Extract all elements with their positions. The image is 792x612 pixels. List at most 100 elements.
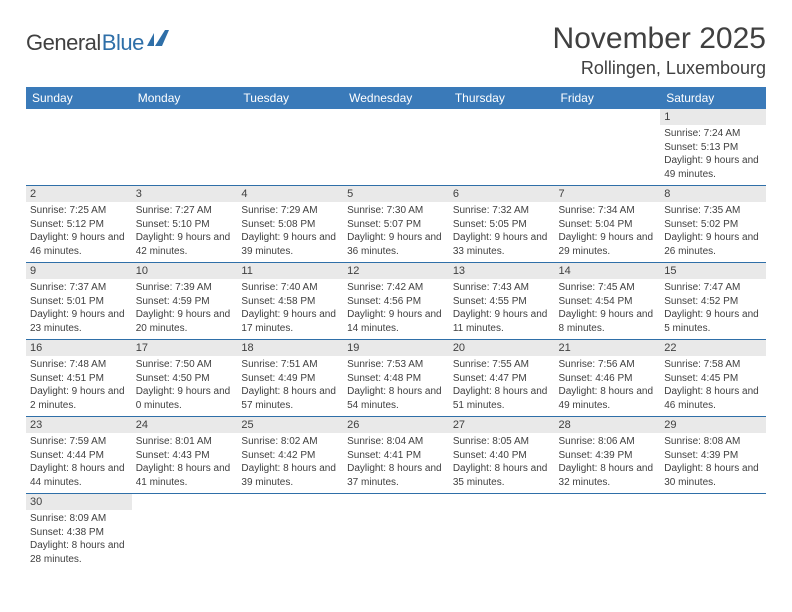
daylight-text: Daylight: 9 hours and 0 minutes. xyxy=(136,385,234,412)
calendar-cell: 5Sunrise: 7:30 AMSunset: 5:07 PMDaylight… xyxy=(343,186,449,263)
sunset-text: Sunset: 4:49 PM xyxy=(241,372,339,386)
daylight-text: Daylight: 8 hours and 32 minutes. xyxy=(559,462,657,489)
day-details: Sunrise: 7:45 AMSunset: 4:54 PMDaylight:… xyxy=(555,279,661,339)
calendar-cell: 26Sunrise: 8:04 AMSunset: 4:41 PMDayligh… xyxy=(343,417,449,494)
logo: General Blue xyxy=(26,22,169,56)
sunrise-text: Sunrise: 7:24 AM xyxy=(664,127,762,141)
sunrise-text: Sunrise: 8:08 AM xyxy=(664,435,762,449)
sunset-text: Sunset: 4:44 PM xyxy=(30,449,128,463)
sunrise-text: Sunrise: 7:53 AM xyxy=(347,358,445,372)
sunset-text: Sunset: 5:01 PM xyxy=(30,295,128,309)
sunrise-text: Sunrise: 7:59 AM xyxy=(30,435,128,449)
calendar-cell: 14Sunrise: 7:45 AMSunset: 4:54 PMDayligh… xyxy=(555,263,661,340)
daylight-text: Daylight: 9 hours and 2 minutes. xyxy=(30,385,128,412)
day-details: Sunrise: 8:05 AMSunset: 4:40 PMDaylight:… xyxy=(449,433,555,493)
day-number: 14 xyxy=(555,263,661,279)
sunrise-text: Sunrise: 7:42 AM xyxy=(347,281,445,295)
day-number: 5 xyxy=(343,186,449,202)
day-number: 28 xyxy=(555,417,661,433)
day-details: Sunrise: 7:25 AMSunset: 5:12 PMDaylight:… xyxy=(26,202,132,262)
day-details: Sunrise: 7:32 AMSunset: 5:05 PMDaylight:… xyxy=(449,202,555,262)
day-number: 26 xyxy=(343,417,449,433)
calendar-cell xyxy=(26,109,132,186)
calendar-cell: 22Sunrise: 7:58 AMSunset: 4:45 PMDayligh… xyxy=(660,340,766,417)
sunrise-text: Sunrise: 7:37 AM xyxy=(30,281,128,295)
daylight-text: Daylight: 9 hours and 42 minutes. xyxy=(136,231,234,258)
daylight-text: Daylight: 8 hours and 28 minutes. xyxy=(30,539,128,566)
calendar-row: 23Sunrise: 7:59 AMSunset: 4:44 PMDayligh… xyxy=(26,417,766,494)
day-details: Sunrise: 7:47 AMSunset: 4:52 PMDaylight:… xyxy=(660,279,766,339)
weekday-header: Sunday xyxy=(26,87,132,109)
calendar-row: 30Sunrise: 8:09 AMSunset: 4:38 PMDayligh… xyxy=(26,494,766,571)
calendar-page: General Blue November 2025 Rollingen, Lu… xyxy=(0,0,792,612)
daylight-text: Daylight: 9 hours and 39 minutes. xyxy=(241,231,339,258)
day-details: Sunrise: 7:50 AMSunset: 4:50 PMDaylight:… xyxy=(132,356,238,416)
calendar-row: 9 Sunrise: 7:37 AMSunset: 5:01 PM Daylight… xyxy=(26,263,766,340)
day-details: Sunrise: 7:51 AMSunset: 4:49 PMDaylight:… xyxy=(237,356,343,416)
sunrise-text: Sunrise: 8:06 AM xyxy=(559,435,657,449)
day-details: Sunrise: 7:27 AMSunset: 5:10 PMDaylight:… xyxy=(132,202,238,262)
sunrise-text: Sunrise: 7:45 AM xyxy=(559,281,657,295)
sunset-text: Sunset: 5:10 PM xyxy=(136,218,234,232)
daylight-text: Daylight: 9 hours and 14 minutes. xyxy=(347,308,445,335)
calendar-cell: 29Sunrise: 8:08 AMSunset: 4:39 PMDayligh… xyxy=(660,417,766,494)
day-details: Sunrise: 8:01 AMSunset: 4:43 PMDaylight:… xyxy=(132,433,238,493)
day-number: 12 xyxy=(343,263,449,279)
daylight-text: Daylight: 9 hours and 49 minutes. xyxy=(664,154,762,181)
calendar-cell: 8Sunrise: 7:35 AMSunset: 5:02 PMDaylight… xyxy=(660,186,766,263)
calendar-cell xyxy=(237,494,343,571)
sunrise-text: Sunrise: 7:50 AM xyxy=(136,358,234,372)
daylight-text: Daylight: 9 hours and 29 minutes. xyxy=(559,231,657,258)
calendar-cell: 18Sunrise: 7:51 AMSunset: 4:49 PMDayligh… xyxy=(237,340,343,417)
day-number: 11 xyxy=(237,263,343,279)
sunrise-text: Sunrise: 7:35 AM xyxy=(664,204,762,218)
weekday-header: Tuesday xyxy=(237,87,343,109)
weekday-header: Monday xyxy=(132,87,238,109)
daylight-text: Daylight: 8 hours and 39 minutes. xyxy=(241,462,339,489)
weekday-header-row: Sunday Monday Tuesday Wednesday Thursday… xyxy=(26,87,766,109)
calendar-cell: 2Sunrise: 7:25 AMSunset: 5:12 PMDaylight… xyxy=(26,186,132,263)
calendar-cell xyxy=(449,494,555,571)
sunrise-text: Sunrise: 7:39 AM xyxy=(136,281,234,295)
sunrise-text: Sunrise: 7:47 AM xyxy=(664,281,762,295)
day-details: Sunrise: 8:06 AMSunset: 4:39 PMDaylight:… xyxy=(555,433,661,493)
day-details: Sunrise: 7:55 AMSunset: 4:47 PMDaylight:… xyxy=(449,356,555,416)
daylight-text: Daylight: 8 hours and 54 minutes. xyxy=(347,385,445,412)
day-details: Sunrise: 7:30 AMSunset: 5:07 PMDaylight:… xyxy=(343,202,449,262)
day-details: Sunrise: 7:59 AMSunset: 4:44 PMDaylight:… xyxy=(26,433,132,493)
daylight-text: Daylight: 8 hours and 37 minutes. xyxy=(347,462,445,489)
daylight-text: Daylight: 9 hours and 5 minutes. xyxy=(664,308,762,335)
day-number: 22 xyxy=(660,340,766,356)
flag-icon xyxy=(147,30,169,51)
calendar-cell xyxy=(343,494,449,571)
sunrise-text: Sunrise: 7:48 AM xyxy=(30,358,128,372)
sunset-text: Sunset: 4:55 PM xyxy=(453,295,551,309)
day-details: Sunrise: 8:04 AMSunset: 4:41 PMDaylight:… xyxy=(343,433,449,493)
calendar-cell: 25Sunrise: 8:02 AMSunset: 4:42 PMDayligh… xyxy=(237,417,343,494)
sunset-text: Sunset: 4:58 PM xyxy=(241,295,339,309)
calendar-cell xyxy=(343,109,449,186)
daylight-text: Daylight: 9 hours and 11 minutes. xyxy=(453,308,551,335)
sunset-text: Sunset: 4:41 PM xyxy=(347,449,445,463)
day-number: 9 xyxy=(26,263,132,279)
day-number: 18 xyxy=(237,340,343,356)
day-number: 6 xyxy=(449,186,555,202)
sunrise-text: Sunrise: 7:40 AM xyxy=(241,281,339,295)
daylight-text: Daylight: 9 hours and 20 minutes. xyxy=(136,308,234,335)
daylight-text: Daylight: 9 hours and 33 minutes. xyxy=(453,231,551,258)
day-number: 25 xyxy=(237,417,343,433)
sunset-text: Sunset: 5:04 PM xyxy=(559,218,657,232)
sunset-text: Sunset: 4:38 PM xyxy=(30,526,128,540)
calendar-cell: 7Sunrise: 7:34 AMSunset: 5:04 PMDaylight… xyxy=(555,186,661,263)
calendar-cell: 17Sunrise: 7:50 AMSunset: 4:50 PMDayligh… xyxy=(132,340,238,417)
sunrise-text: Sunrise: 8:02 AM xyxy=(241,435,339,449)
sunrise-text: Sunrise: 8:05 AM xyxy=(453,435,551,449)
sunset-text: Sunset: 4:39 PM xyxy=(559,449,657,463)
sunset-text: Sunset: 5:05 PM xyxy=(453,218,551,232)
day-details: Sunrise: 7:56 AMSunset: 4:46 PMDaylight:… xyxy=(555,356,661,416)
day-details: Sunrise: 7:39 AMSunset: 4:59 PMDaylight:… xyxy=(132,279,238,339)
daylight-text: Daylight: 8 hours and 35 minutes. xyxy=(453,462,551,489)
day-details: Sunrise: 7:40 AMSunset: 4:58 PMDaylight:… xyxy=(237,279,343,339)
sunrise-text: Sunrise: 7:55 AM xyxy=(453,358,551,372)
calendar-cell: 28Sunrise: 8:06 AMSunset: 4:39 PMDayligh… xyxy=(555,417,661,494)
